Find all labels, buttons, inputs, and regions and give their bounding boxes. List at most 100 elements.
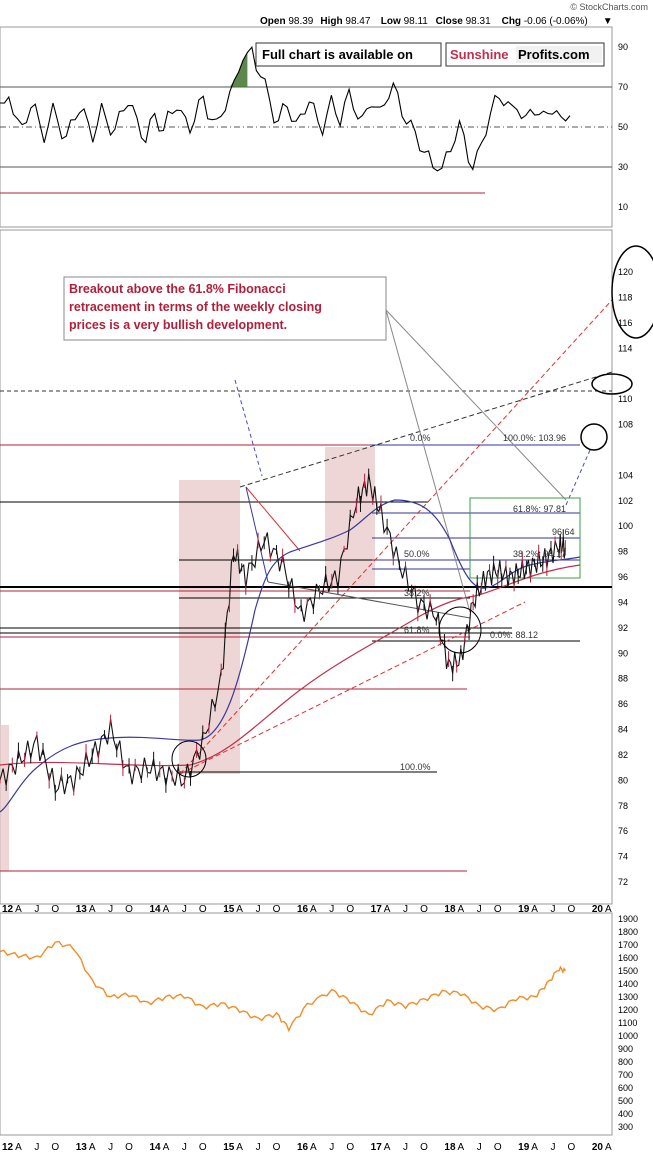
banner-box-left bbox=[255, 42, 442, 67]
gold-xtick-18: J bbox=[329, 1142, 334, 1153]
gold-ytick-800: 800 bbox=[618, 1057, 633, 1067]
price-xtick-9: A bbox=[163, 904, 170, 915]
trend-red-dashed-lower bbox=[179, 601, 526, 775]
price-xtick-25: A bbox=[458, 904, 465, 915]
gold-xtick-20: 17 bbox=[371, 1142, 383, 1153]
price-xtick-17: A bbox=[310, 904, 317, 915]
banner-prefix: Full chart is available on bbox=[262, 47, 413, 62]
callout-line-2 bbox=[385, 309, 567, 501]
price-xtick-16: 16 bbox=[297, 904, 309, 915]
trend-red-dashed-upper bbox=[179, 299, 613, 775]
gold-xtick-26: J bbox=[477, 1142, 482, 1153]
price-y-axis: 120 118 116 114 110 108 104 102 100 98 96 94 92 90 88 8… bbox=[618, 267, 633, 887]
price-xtick-2: J bbox=[34, 904, 39, 915]
gold-xtick-12: 15 bbox=[223, 1142, 235, 1153]
gold-xtick-27: O bbox=[494, 1142, 502, 1153]
fib-labels: 0.0% 100.0%: 103.96 61.8%: 97.81 38.2%: … bbox=[400, 433, 575, 772]
gold-xtick-11: O bbox=[199, 1142, 207, 1153]
gold-ytick-1500: 1500 bbox=[618, 966, 638, 976]
price-ytick-104: 104 bbox=[618, 470, 633, 480]
price-ytick-110: 110 bbox=[618, 394, 632, 404]
price-ytick-86: 86 bbox=[618, 699, 628, 709]
price-xtick-23: O bbox=[420, 904, 428, 915]
trend-red-diagonal bbox=[245, 486, 301, 552]
shade-region-2012 bbox=[0, 725, 9, 871]
rsi-line bbox=[0, 45, 571, 172]
price-xtick-12: 15 bbox=[223, 904, 235, 915]
price-xtick-27: O bbox=[494, 904, 502, 915]
price-candle-ticks bbox=[0, 468, 566, 801]
rsi-gridlines bbox=[0, 86, 612, 168]
credit-text: © StockCharts.com bbox=[570, 2, 648, 12]
gold-xtick-9: A bbox=[163, 1142, 170, 1153]
gold-xtick-33: A bbox=[605, 1142, 612, 1153]
price-ytick-82: 82 bbox=[618, 750, 628, 760]
price-xtick-28: 19 bbox=[518, 904, 530, 915]
ohlc-readout: Open 98.39 High 98.47 Low 98.11 Close 98.31… bbox=[260, 16, 613, 27]
gold-xtick-30: J bbox=[551, 1142, 556, 1153]
price-panel-frame bbox=[0, 229, 613, 905]
ohlc-item-2: Low 98.11 bbox=[381, 16, 429, 27]
fib-label-96-64: 96.64 bbox=[552, 527, 575, 537]
gold-ytick-1900: 1900 bbox=[618, 914, 638, 924]
gold-xtick-8: 14 bbox=[149, 1142, 161, 1153]
gold-ytick-1400: 1400 bbox=[618, 979, 638, 989]
price-xtick-26: J bbox=[477, 904, 482, 915]
banner: Full chart is available on Sunshine Prof… bbox=[255, 42, 605, 67]
price-ytick-80: 80 bbox=[618, 775, 628, 785]
gold-xtick-22: J bbox=[403, 1142, 408, 1153]
price-xtick-20: 17 bbox=[371, 904, 383, 915]
price-xtick-24: 18 bbox=[444, 904, 456, 915]
trend-blue-diagonal bbox=[245, 486, 269, 583]
price-ytick-96: 96 bbox=[618, 572, 628, 582]
gold-ytick-600: 600 bbox=[618, 1083, 633, 1093]
gold-ytick-1800: 1800 bbox=[618, 927, 638, 937]
fib-label-0-low: 0.0%: 88.12 bbox=[490, 630, 538, 640]
price-xtick-8: 14 bbox=[149, 904, 161, 915]
gold-panel: 1900 1800 1700 1600 1500 1400 1300 1200 1100 1000… bbox=[0, 912, 638, 1153]
annotation-line-3: prices is a very bullish development. bbox=[69, 318, 287, 332]
gold-xtick-23: O bbox=[420, 1142, 428, 1153]
price-xtick-4: 13 bbox=[76, 904, 88, 915]
banner-brand-part1: Sunshine bbox=[450, 47, 509, 62]
trend-blue-dashed-top bbox=[234, 379, 263, 477]
rsi-ytick-90: 90 bbox=[618, 42, 628, 52]
price-ytick-114: 114 bbox=[618, 343, 632, 353]
price-xtick-5: A bbox=[89, 904, 96, 915]
fib-label-38-2-upper: 38.2%: 94.17 bbox=[513, 549, 566, 559]
gold-xtick-32: 20 bbox=[592, 1142, 604, 1153]
rsi-panel: 90 70 50 30 10 bbox=[0, 26, 628, 228]
price-ytick-76: 76 bbox=[618, 826, 628, 836]
rsi-overbought-fill bbox=[198, 52, 248, 87]
gold-xtick-17: A bbox=[310, 1142, 317, 1153]
gold-xtick-10: J bbox=[182, 1142, 187, 1153]
ohlc-item-3: Close 98.31 bbox=[436, 16, 491, 27]
fib-label-50: 50.0% bbox=[404, 549, 430, 559]
price-ytick-88: 88 bbox=[618, 674, 628, 684]
gold-x-axis: 12 A J O 13 A J O 14 A J O 15 A J O 16 A J O 17 A J O 18 A J O 19 A J O… bbox=[2, 1142, 612, 1153]
price-xtick-19: O bbox=[346, 904, 354, 915]
rsi-y-axis: 90 70 50 30 10 bbox=[618, 42, 628, 212]
gold-ytick-1200: 1200 bbox=[618, 1005, 638, 1015]
banner-brand-part2: Profits.com bbox=[518, 47, 590, 62]
price-xtick-33: A bbox=[605, 904, 612, 915]
price-xtick-21: A bbox=[384, 904, 391, 915]
price-xtick-7: O bbox=[125, 904, 133, 915]
gold-xtick-4: 13 bbox=[76, 1142, 88, 1153]
trend-black-dashed bbox=[239, 371, 613, 488]
ma-long-line bbox=[0, 564, 581, 767]
price-xtick-15: O bbox=[273, 904, 281, 915]
gold-ytick-900: 900 bbox=[618, 1044, 633, 1054]
annotation-line-1: Breakout above the 61.8% Fibonacci bbox=[69, 282, 286, 296]
fib-label-100: 100.0%: 103.96 bbox=[503, 433, 566, 443]
gold-ytick-300: 300 bbox=[618, 1122, 633, 1132]
gold-xtick-13: A bbox=[236, 1142, 243, 1153]
ohlc-item-1: High 98.47 bbox=[320, 16, 370, 27]
price-panel: 120 118 116 114 110 108 104 102 100 98 96 94 92 90 88 8… bbox=[0, 229, 653, 915]
gold-xtick-28: 19 bbox=[518, 1142, 530, 1153]
price-ytick-78: 78 bbox=[618, 801, 628, 811]
gold-xtick-5: A bbox=[89, 1142, 96, 1153]
rsi-ytick-30: 30 bbox=[618, 162, 628, 172]
ma-mid-line bbox=[0, 499, 581, 813]
